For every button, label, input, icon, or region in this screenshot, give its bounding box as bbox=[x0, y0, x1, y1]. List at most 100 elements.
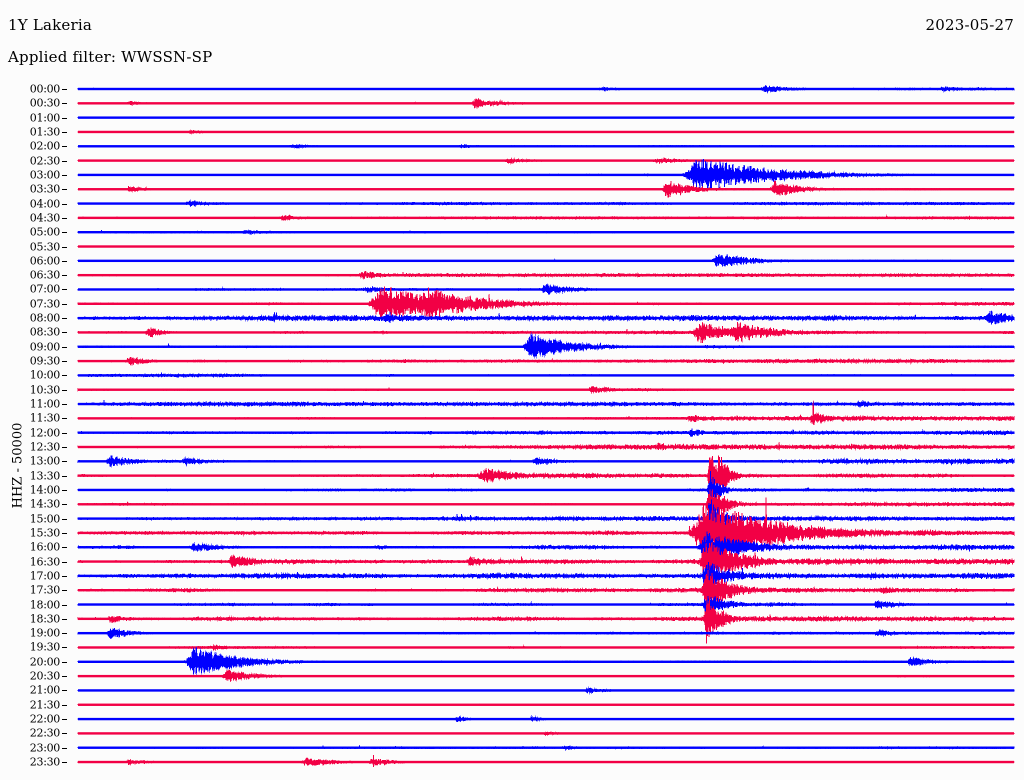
y-tick-label: 15:30 bbox=[29, 526, 61, 540]
y-tick-label: 17:30 bbox=[29, 583, 61, 597]
y-tick-label: 04:00 bbox=[29, 197, 61, 211]
y-tick-label: 21:00 bbox=[29, 683, 61, 697]
trace-baseline bbox=[78, 388, 1014, 391]
y-tick-label: 00:30 bbox=[29, 96, 61, 110]
y-tick-label: 21:30 bbox=[29, 698, 61, 712]
applied-filter-label: Applied filter: WWSSN-SP bbox=[8, 48, 213, 66]
trace-baseline bbox=[78, 87, 1014, 91]
y-tick-mark bbox=[62, 174, 67, 176]
y-tick-mark bbox=[62, 89, 67, 90]
y-tick-label: 13:30 bbox=[29, 469, 61, 483]
trace-baseline bbox=[78, 245, 1014, 248]
y-tick-label: 03:00 bbox=[29, 168, 61, 182]
y-tick-label: 22:30 bbox=[29, 726, 61, 740]
y-tick-label: 02:30 bbox=[29, 154, 61, 168]
y-tick-mark bbox=[62, 303, 67, 305]
y-tick-label: 22:00 bbox=[29, 712, 61, 726]
y-tick-label: 05:30 bbox=[29, 240, 61, 254]
y-tick-label: 03:30 bbox=[29, 182, 61, 196]
y-tick-mark bbox=[62, 604, 67, 606]
trace-baseline bbox=[78, 445, 1014, 449]
y-tick-label: 07:30 bbox=[29, 297, 61, 311]
trace-baseline bbox=[78, 660, 1014, 663]
y-tick-label: 20:30 bbox=[29, 669, 61, 683]
trace-baseline bbox=[78, 732, 1014, 735]
y-tick-mark bbox=[62, 618, 67, 620]
y-tick-mark bbox=[62, 246, 67, 248]
y-tick-label: 06:00 bbox=[29, 254, 61, 268]
y-tick-mark bbox=[62, 704, 67, 706]
y-tick-mark bbox=[62, 146, 67, 148]
trace-baseline bbox=[78, 746, 1014, 749]
trace-line bbox=[77, 497, 1015, 564]
trace-baseline bbox=[78, 359, 1014, 363]
y-tick-mark bbox=[62, 590, 67, 592]
trace-baseline bbox=[78, 302, 1014, 305]
y-tick-mark bbox=[62, 461, 67, 463]
trace-baseline bbox=[78, 717, 1014, 721]
y-tick-mark bbox=[62, 160, 67, 162]
y-tick-mark bbox=[62, 561, 67, 563]
trace-baseline bbox=[78, 231, 1014, 234]
y-tick-mark bbox=[62, 747, 67, 749]
y-tick-mark bbox=[62, 504, 67, 506]
trace-baseline bbox=[78, 646, 1014, 649]
y-tick-label: 16:00 bbox=[29, 540, 61, 554]
y-tick-mark bbox=[62, 532, 67, 534]
trace-line bbox=[77, 332, 1015, 359]
y-tick-mark bbox=[62, 547, 67, 549]
y-tick-label: 23:30 bbox=[29, 755, 61, 769]
trace-baseline bbox=[78, 560, 1014, 563]
y-tick-mark bbox=[62, 404, 67, 406]
y-tick-label: 10:30 bbox=[29, 383, 61, 397]
trace-baseline bbox=[78, 145, 1014, 148]
y-tick-label: 20:00 bbox=[29, 655, 61, 669]
y-tick-mark bbox=[62, 447, 67, 448]
y-tick-mark bbox=[62, 475, 67, 477]
y-tick-mark bbox=[62, 103, 67, 105]
trace-baseline bbox=[78, 331, 1014, 334]
trace-baseline bbox=[78, 316, 1014, 320]
trace-baseline bbox=[78, 631, 1014, 635]
trace-baseline bbox=[78, 574, 1014, 578]
y-tick-label: 18:30 bbox=[29, 612, 61, 626]
y-tick-label: 11:00 bbox=[29, 397, 61, 411]
y-tick-label: 14:30 bbox=[29, 497, 61, 511]
y-tick-label: 02:00 bbox=[29, 139, 61, 153]
y-tick-mark bbox=[62, 275, 67, 277]
trace-baseline bbox=[78, 259, 1014, 263]
trace-baseline bbox=[78, 130, 1014, 134]
trace-baseline bbox=[78, 159, 1014, 162]
y-tick-mark bbox=[62, 346, 67, 348]
trace-baseline bbox=[78, 216, 1014, 220]
y-tick-mark bbox=[62, 131, 67, 133]
y-tick-mark bbox=[62, 418, 67, 420]
y-tick-label: 17:00 bbox=[29, 569, 61, 583]
y-tick-mark bbox=[62, 318, 67, 320]
trace-baseline bbox=[78, 374, 1014, 377]
y-tick-mark bbox=[62, 647, 67, 649]
y-tick-mark bbox=[62, 633, 67, 635]
y-tick-mark bbox=[62, 661, 67, 663]
y-tick-label: 01:30 bbox=[29, 125, 61, 139]
y-tick-label: 19:00 bbox=[29, 626, 61, 640]
y-tick-label: 15:00 bbox=[29, 512, 61, 526]
y-tick-mark bbox=[62, 518, 67, 520]
y-tick-mark bbox=[62, 361, 67, 363]
y-tick-label: 01:00 bbox=[29, 111, 61, 125]
y-tick-mark bbox=[62, 332, 67, 334]
y-tick-mark bbox=[62, 289, 67, 291]
y-tick-label: 10:00 bbox=[29, 368, 61, 382]
y-tick-label: 18:00 bbox=[29, 598, 61, 612]
y-tick-mark bbox=[62, 733, 67, 735]
y-tick-label: 08:30 bbox=[29, 325, 61, 339]
trace-baseline bbox=[78, 703, 1014, 706]
y-tick-mark bbox=[62, 203, 67, 205]
trace-baseline bbox=[78, 760, 1014, 764]
y-tick-mark bbox=[62, 117, 67, 119]
y-tick-mark bbox=[62, 719, 67, 721]
trace-baseline bbox=[78, 417, 1014, 420]
y-tick-mark bbox=[62, 575, 67, 577]
